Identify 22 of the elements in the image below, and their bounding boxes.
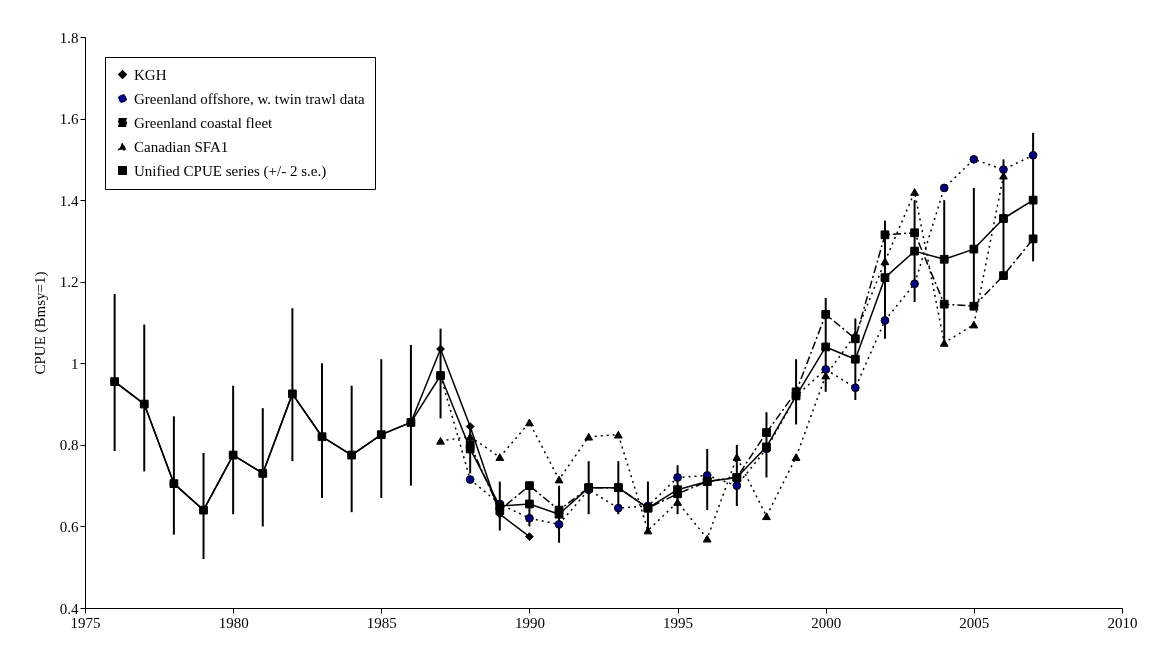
y-tick-label: 0.8: [59, 437, 79, 454]
x-tick-label: 1990: [514, 614, 545, 631]
legend-label: KGH: [134, 66, 167, 83]
y-axis-title: CPUE (Bmsy=1): [31, 271, 49, 375]
x-tick-label: 1980: [218, 614, 249, 631]
x-tick-label: 1985: [366, 614, 397, 631]
y-tick-label: 1.4: [59, 192, 79, 209]
y-tick-label: 1.6: [59, 111, 79, 128]
x-tick-label: 2005: [959, 614, 990, 631]
y-tick-label: 0.4: [59, 600, 79, 617]
y-tick-label: 1: [71, 355, 79, 372]
legend-label: Canadian SFA1: [134, 138, 229, 155]
legend-label: Greenland offshore, w. twin trawl data: [134, 90, 366, 107]
x-tick-label: 2000: [811, 614, 842, 631]
x-tick-label: 2010: [1107, 614, 1138, 631]
x-tick-label: 1995: [663, 614, 694, 631]
legend-label: Unified CPUE series (+/- 2 s.e.): [134, 162, 327, 180]
y-tick-label: 0.6: [59, 518, 79, 535]
x-tick-label: 1975: [70, 614, 101, 631]
legend-label: Greenland coastal fleet: [134, 114, 274, 131]
y-tick-label: 1.8: [59, 29, 79, 46]
y-tick-label: 1.2: [59, 274, 79, 291]
